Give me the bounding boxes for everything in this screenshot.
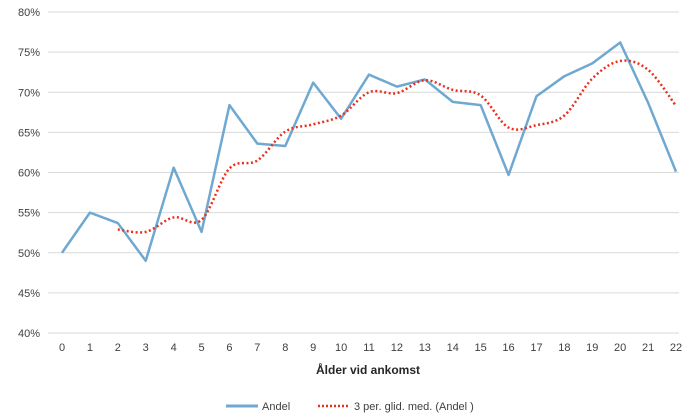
gridlines [48,11,679,334]
x-tick-label: 16 [502,342,514,354]
x-tick-label: 4 [171,342,177,354]
x-tick-label: 14 [447,342,459,354]
x-tick-label: 0 [59,342,65,354]
x-tick-label: 5 [198,342,204,354]
legend-label-moving-average: 3 per. glid. med. (Andel ) [354,401,474,413]
x-tick-label: 18 [558,342,570,354]
x-tick-label: 6 [226,342,232,354]
x-tick-label: 7 [254,342,260,354]
x-tick-label: 17 [530,342,542,354]
y-tick-label: 80% [18,7,40,19]
y-tick-label: 60% [18,168,40,180]
x-tick-label: 12 [391,342,403,354]
x-axis-ticks: 0 1 2 3 4 5 6 7 8 9 10 11 12 13 14 15 16 17 18 19 20 21 22 [59,342,682,354]
y-tick-label: 70% [18,87,40,99]
x-tick-label: 22 [670,342,682,354]
y-tick-label: 65% [18,127,40,139]
x-tick-label: 8 [282,342,288,354]
x-tick-label: 3 [143,342,149,354]
x-tick-label: 1 [87,342,93,354]
y-axis-ticks: 40% 45% 50% 55% 60% 65% 70% 75% 80% [18,7,40,340]
series-line-andel [60,41,678,263]
legend: Andel 3 per. glid. med. (Andel ) [226,401,474,413]
y-tick-label: 55% [18,208,40,220]
y-tick-label: 45% [18,288,40,300]
x-tick-label: 21 [642,342,654,354]
x-tick-label: 13 [419,342,431,354]
y-tick-label: 40% [18,328,40,340]
x-tick-label: 9 [310,342,316,354]
legend-label-andel: Andel [262,401,290,413]
series-layer [60,41,678,263]
series-line-moving-average [117,59,677,234]
x-tick-label: 20 [614,342,626,354]
y-tick-label: 50% [18,248,40,260]
x-tick-label: 10 [335,342,347,354]
x-tick-label: 2 [115,342,121,354]
x-tick-label: 11 [363,342,374,354]
y-tick-label: 75% [18,47,40,59]
x-tick-label: 15 [475,342,487,354]
x-axis-title: Ålder vid ankomst [316,362,420,377]
x-tick-label: 19 [586,342,598,354]
